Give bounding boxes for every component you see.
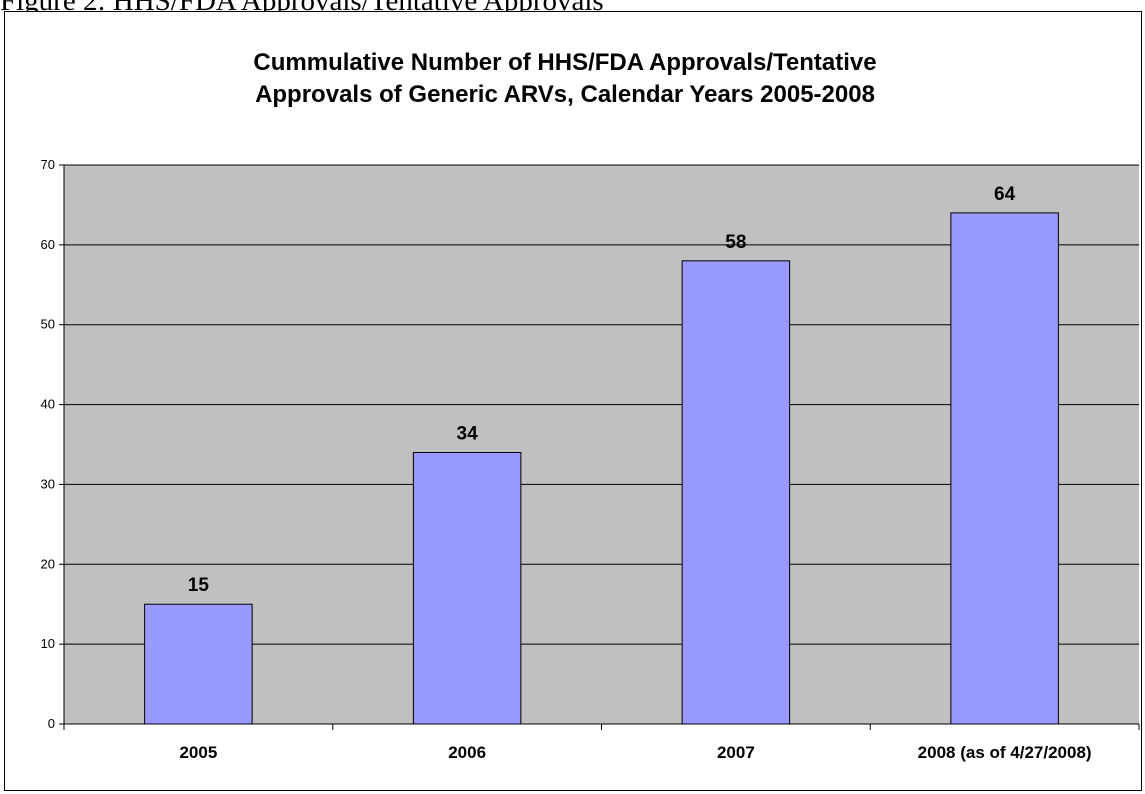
bar-value-label: 64: [994, 184, 1016, 205]
chart-title-line-1: Cummulative Number of HHS/FDA Approvals/…: [253, 49, 876, 76]
y-tick-label: 40: [41, 397, 55, 412]
bar: [681, 260, 791, 725]
y-tick-label: 70: [41, 157, 55, 172]
bar: [412, 451, 522, 725]
bar: [950, 212, 1059, 725]
x-category-label: 2007: [717, 743, 755, 762]
bar-value-label: 58: [725, 232, 746, 253]
y-tick-label: 20: [41, 556, 55, 571]
bar: [144, 603, 253, 725]
bar-value-label: 34: [457, 423, 479, 444]
x-category-label: 2005: [179, 743, 217, 762]
chart-title-line-2: Approvals of Generic ARVs, Calendar Year…: [255, 81, 875, 108]
x-category-label: 2008 (as of 4/27/2008): [918, 743, 1092, 762]
x-category-label: 2006: [448, 743, 486, 762]
y-tick-label: 50: [41, 317, 55, 332]
plot-area: 0 10 20 30 40 50 60 70 15 2005 34 2006 58 2007 64 2008 …: [41, 157, 1140, 762]
chart-frame: Cummulative Number of HHS/FDA Approvals/…: [4, 11, 1142, 791]
bar-value-label: 15: [188, 575, 210, 596]
y-tick-label: 0: [48, 716, 55, 731]
bar-chart: Cummulative Number of HHS/FDA Approvals/…: [41, 49, 1140, 762]
y-tick-label: 60: [41, 237, 55, 252]
y-tick-label: 10: [41, 636, 55, 651]
y-tick-label: 30: [41, 476, 55, 491]
